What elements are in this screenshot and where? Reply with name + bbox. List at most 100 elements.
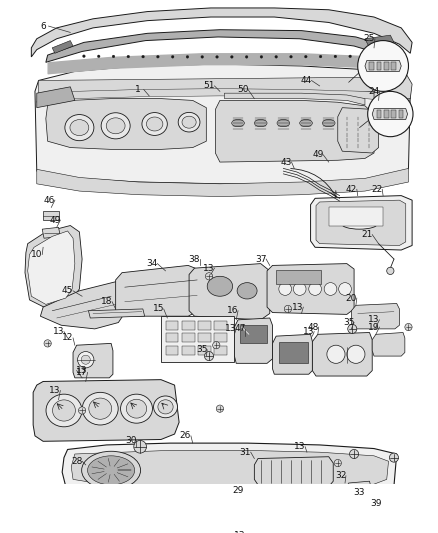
Circle shape bbox=[279, 282, 292, 295]
Bar bbox=[384, 110, 389, 118]
Polygon shape bbox=[28, 231, 75, 304]
Ellipse shape bbox=[65, 115, 94, 141]
Bar bbox=[166, 321, 178, 330]
Circle shape bbox=[290, 55, 292, 58]
Text: 20: 20 bbox=[346, 294, 357, 303]
Circle shape bbox=[298, 530, 305, 533]
Text: 25: 25 bbox=[364, 34, 375, 43]
Text: 28: 28 bbox=[71, 457, 82, 466]
Bar bbox=[182, 346, 194, 355]
Ellipse shape bbox=[341, 219, 378, 229]
Polygon shape bbox=[234, 318, 272, 364]
Ellipse shape bbox=[70, 119, 89, 135]
Ellipse shape bbox=[300, 119, 312, 127]
Ellipse shape bbox=[126, 399, 147, 418]
Text: 13: 13 bbox=[53, 327, 64, 336]
Text: 50: 50 bbox=[237, 85, 248, 94]
Ellipse shape bbox=[106, 118, 125, 134]
Bar bbox=[166, 346, 178, 355]
Ellipse shape bbox=[53, 400, 75, 421]
Bar bbox=[43, 211, 60, 220]
Bar bbox=[182, 321, 194, 330]
Circle shape bbox=[82, 55, 85, 58]
Circle shape bbox=[78, 407, 86, 414]
Text: 38: 38 bbox=[189, 255, 200, 264]
Circle shape bbox=[334, 459, 341, 467]
Bar bbox=[182, 334, 194, 343]
Text: 24: 24 bbox=[368, 87, 380, 96]
Text: 29: 29 bbox=[232, 486, 244, 495]
Text: 13: 13 bbox=[76, 366, 88, 375]
Polygon shape bbox=[327, 510, 392, 533]
Text: 26: 26 bbox=[180, 431, 191, 440]
Ellipse shape bbox=[46, 394, 82, 427]
Circle shape bbox=[304, 55, 307, 58]
Circle shape bbox=[350, 449, 359, 458]
Circle shape bbox=[112, 55, 115, 58]
Text: 16: 16 bbox=[227, 306, 238, 315]
Polygon shape bbox=[374, 73, 412, 102]
Circle shape bbox=[348, 325, 357, 334]
Polygon shape bbox=[372, 333, 405, 356]
Text: 13: 13 bbox=[368, 316, 380, 324]
Circle shape bbox=[284, 305, 292, 312]
Bar bbox=[198, 334, 211, 343]
Bar bbox=[384, 62, 389, 70]
Polygon shape bbox=[254, 457, 333, 487]
Ellipse shape bbox=[89, 398, 112, 419]
Bar bbox=[198, 321, 211, 330]
Circle shape bbox=[260, 55, 263, 58]
Text: 13: 13 bbox=[225, 325, 237, 333]
Circle shape bbox=[134, 440, 146, 453]
Ellipse shape bbox=[178, 112, 200, 132]
Text: 45: 45 bbox=[62, 286, 73, 295]
Text: 47: 47 bbox=[234, 325, 246, 333]
Polygon shape bbox=[365, 61, 401, 71]
Circle shape bbox=[171, 55, 174, 58]
Text: 6: 6 bbox=[40, 21, 46, 30]
Ellipse shape bbox=[277, 119, 290, 127]
Polygon shape bbox=[37, 168, 409, 197]
Bar bbox=[166, 334, 178, 343]
Polygon shape bbox=[272, 334, 312, 374]
Polygon shape bbox=[33, 379, 179, 441]
Text: 34: 34 bbox=[146, 259, 158, 268]
Bar bbox=[198, 346, 211, 355]
Text: 21: 21 bbox=[361, 230, 372, 239]
Circle shape bbox=[81, 355, 90, 364]
Text: 35: 35 bbox=[196, 345, 208, 354]
Circle shape bbox=[349, 55, 352, 58]
Polygon shape bbox=[312, 333, 372, 376]
Polygon shape bbox=[351, 303, 399, 329]
Polygon shape bbox=[40, 282, 129, 329]
Bar bbox=[377, 62, 381, 70]
Bar bbox=[399, 110, 403, 118]
Circle shape bbox=[97, 55, 100, 58]
Text: 15: 15 bbox=[152, 304, 164, 313]
Bar bbox=[279, 342, 308, 364]
Polygon shape bbox=[233, 496, 328, 533]
Circle shape bbox=[347, 345, 365, 364]
Polygon shape bbox=[71, 450, 389, 490]
Polygon shape bbox=[267, 264, 354, 314]
Text: 22: 22 bbox=[371, 185, 382, 194]
Text: 51: 51 bbox=[203, 82, 215, 91]
Polygon shape bbox=[311, 196, 412, 250]
Circle shape bbox=[156, 55, 159, 58]
Circle shape bbox=[367, 91, 413, 136]
Polygon shape bbox=[52, 41, 73, 53]
Ellipse shape bbox=[101, 113, 130, 139]
Ellipse shape bbox=[88, 456, 135, 485]
Text: 49: 49 bbox=[49, 215, 60, 224]
Ellipse shape bbox=[146, 117, 163, 131]
Bar bbox=[215, 321, 227, 330]
Ellipse shape bbox=[120, 394, 152, 423]
Ellipse shape bbox=[322, 119, 335, 127]
Circle shape bbox=[405, 324, 412, 330]
Polygon shape bbox=[316, 200, 406, 246]
Bar bbox=[161, 316, 233, 361]
Polygon shape bbox=[62, 443, 397, 497]
Text: 32: 32 bbox=[335, 471, 346, 480]
Circle shape bbox=[293, 282, 306, 295]
Circle shape bbox=[359, 491, 375, 507]
